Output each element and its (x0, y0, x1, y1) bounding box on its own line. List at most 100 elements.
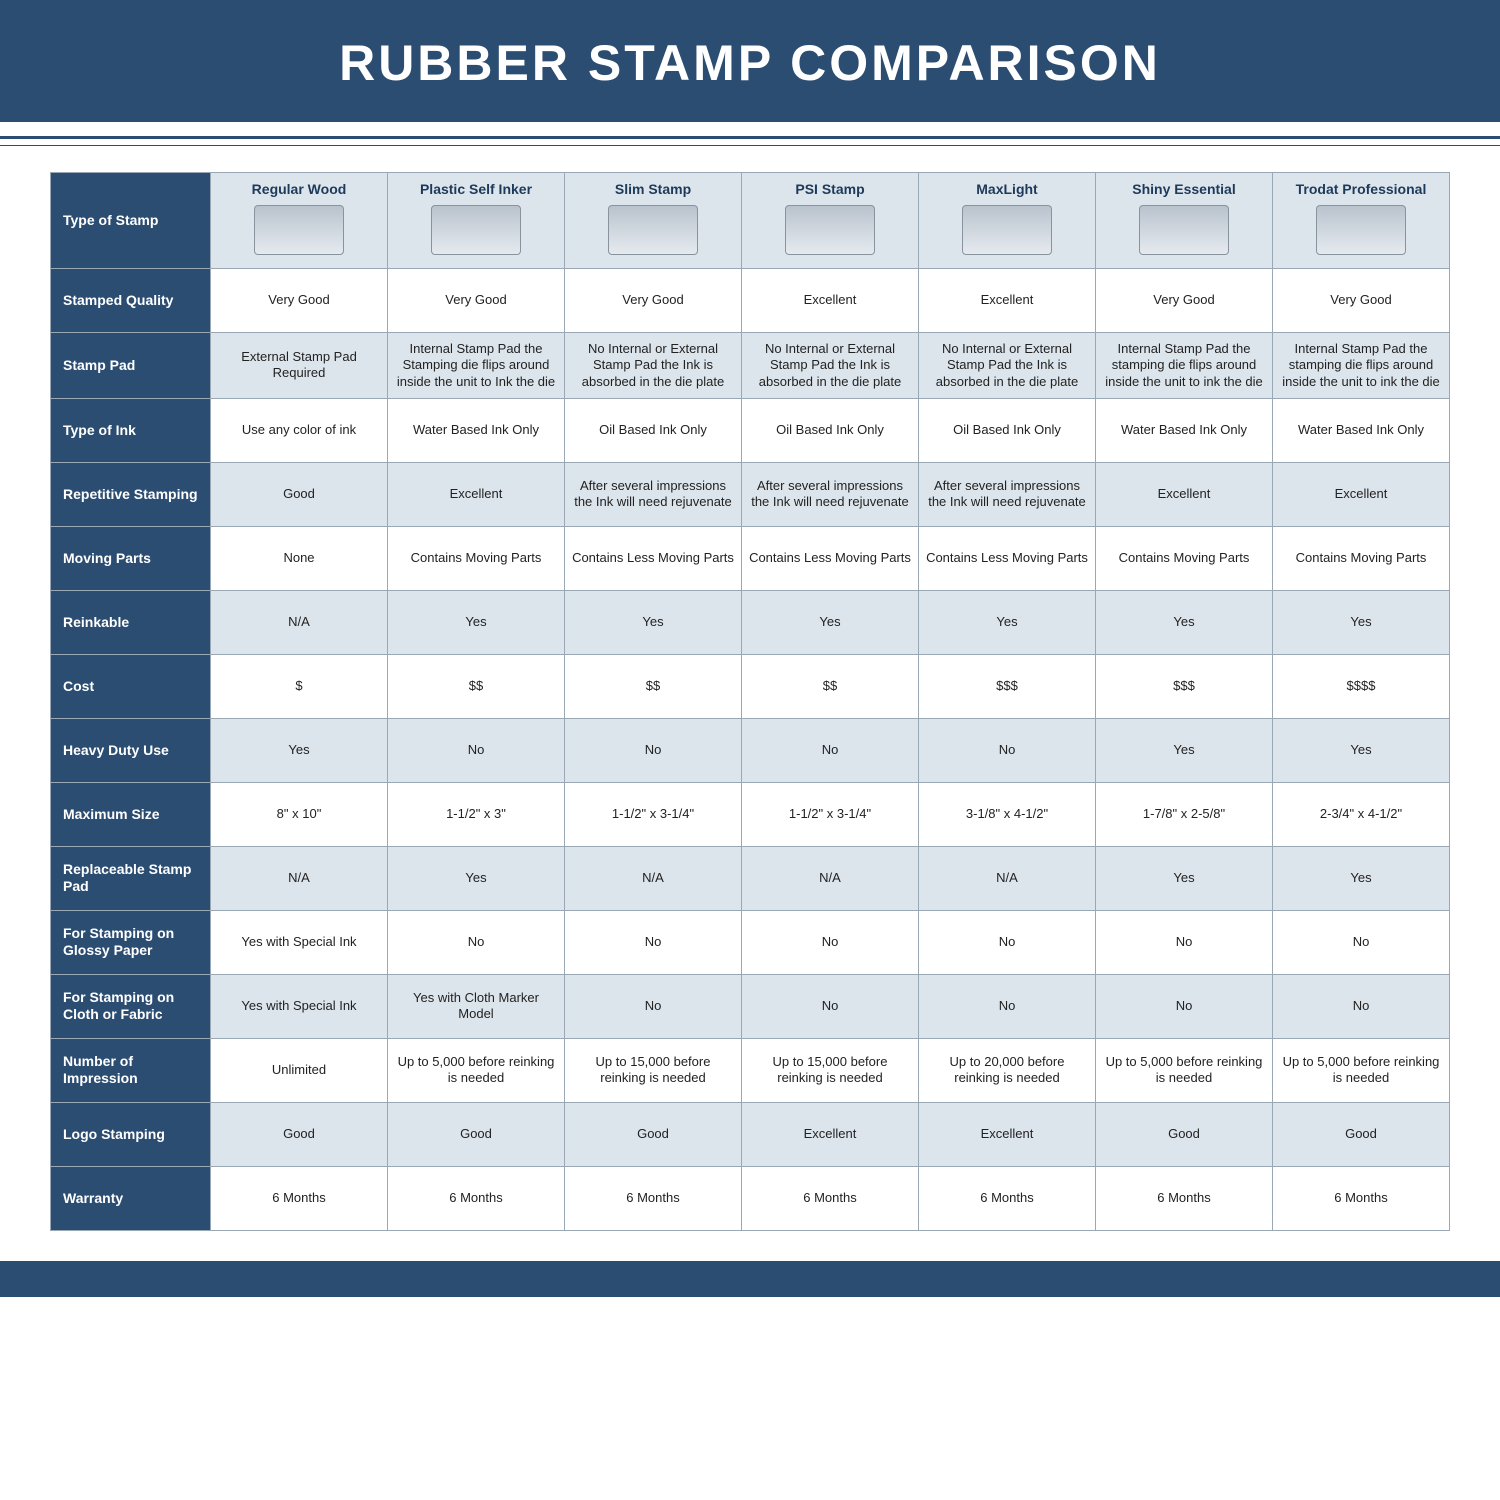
stamp-thumbnail-icon (1316, 205, 1406, 255)
column-header: Shiny Essential (1096, 173, 1273, 269)
table-cell: Very Good (565, 269, 742, 333)
table-row: Number of ImpressionUnlimitedUp to 5,000… (51, 1038, 1450, 1102)
row-header: Logo Stamping (51, 1102, 211, 1166)
table-cell: 6 Months (388, 1166, 565, 1230)
table-cell: Up to 15,000 before reinking is needed (742, 1038, 919, 1102)
table-cell: N/A (742, 846, 919, 910)
table-cell: Yes (388, 590, 565, 654)
row-header: For Stamping on Glossy Paper (51, 910, 211, 974)
table-row: Logo StampingGoodGoodGoodExcellentExcell… (51, 1102, 1450, 1166)
table-cell: Unlimited (211, 1038, 388, 1102)
table-cell: Excellent (919, 269, 1096, 333)
column-header-label: PSI Stamp (748, 181, 912, 199)
table-cell: Contains Less Moving Parts (742, 526, 919, 590)
table-cell: No (742, 910, 919, 974)
table-cell: Yes (1273, 590, 1450, 654)
table-cell: Very Good (211, 269, 388, 333)
table-row: Warranty6 Months6 Months6 Months6 Months… (51, 1166, 1450, 1230)
column-header-label: Shiny Essential (1102, 181, 1266, 199)
table-cell: Up to 5,000 before reinking is needed (388, 1038, 565, 1102)
table-cell: 1-1/2" x 3-1/4" (565, 782, 742, 846)
table-cell: No (565, 910, 742, 974)
table-cell: N/A (211, 590, 388, 654)
table-cell: Internal Stamp Pad the Stamping die flip… (388, 333, 565, 399)
stamp-thumbnail-icon (254, 205, 344, 255)
table-cell: Yes with Cloth Marker Model (388, 974, 565, 1038)
comparison-table: Type of Stamp Regular Wood Plastic Self I… (50, 172, 1450, 1231)
table-row: Cost$$$$$$$$$$$$$$$$$ (51, 654, 1450, 718)
table-cell: No (919, 718, 1096, 782)
table-row: Moving PartsNoneContains Moving PartsCon… (51, 526, 1450, 590)
table-cell: Very Good (388, 269, 565, 333)
corner-label: Type of Stamp (63, 212, 158, 228)
table-cell: External Stamp Pad Required (211, 333, 388, 399)
table-row: Heavy Duty UseYesNoNoNoNoYesYes (51, 718, 1450, 782)
table-cell: Water Based Ink Only (1273, 398, 1450, 462)
table-cell: 6 Months (565, 1166, 742, 1230)
stamp-thumbnail-icon (608, 205, 698, 255)
table-cell: $$ (565, 654, 742, 718)
table-cell: Yes (1096, 718, 1273, 782)
table-cell: Good (1273, 1102, 1450, 1166)
table-cell: Up to 15,000 before reinking is needed (565, 1038, 742, 1102)
table-cell: Very Good (1273, 269, 1450, 333)
table-cell: Contains Moving Parts (1096, 526, 1273, 590)
row-header: Type of Ink (51, 398, 211, 462)
column-header-label: Regular Wood (217, 181, 381, 199)
table-cell: 6 Months (1096, 1166, 1273, 1230)
row-header: Reinkable (51, 590, 211, 654)
table-cell: Yes (1096, 846, 1273, 910)
table-cell: Up to 20,000 before reinking is needed (919, 1038, 1096, 1102)
table-cell: Good (388, 1102, 565, 1166)
table-cell: No (1096, 910, 1273, 974)
table-row: For Stamping on Glossy PaperYes with Spe… (51, 910, 1450, 974)
table-cell: No (919, 974, 1096, 1038)
row-header: Number of Impression (51, 1038, 211, 1102)
table-cell: Contains Less Moving Parts (919, 526, 1096, 590)
column-header: PSI Stamp (742, 173, 919, 269)
table-cell: $$$ (919, 654, 1096, 718)
table-cell: $$$$ (1273, 654, 1450, 718)
table-cell: Yes (1096, 590, 1273, 654)
table-cell: 8" x 10" (211, 782, 388, 846)
table-row: Maximum Size8" x 10"1-1/2" x 3"1-1/2" x … (51, 782, 1450, 846)
table-cell: Use any color of ink (211, 398, 388, 462)
table-cell: Contains Moving Parts (1273, 526, 1450, 590)
footer-bar (0, 1261, 1500, 1297)
table-cell: 1-7/8" x 2-5/8" (1096, 782, 1273, 846)
table-cell: No Internal or External Stamp Pad the In… (919, 333, 1096, 399)
table-cell: 6 Months (1273, 1166, 1450, 1230)
table-row: Type of InkUse any color of inkWater Bas… (51, 398, 1450, 462)
table-row: Replaceable Stamp PadN/AYesN/AN/AN/AYesY… (51, 846, 1450, 910)
table-cell: N/A (565, 846, 742, 910)
table-row: Stamped QualityVery GoodVery GoodVery Go… (51, 269, 1450, 333)
column-header: Plastic Self Inker (388, 173, 565, 269)
table-cell: Up to 5,000 before reinking is needed (1273, 1038, 1450, 1102)
table-cell: Water Based Ink Only (388, 398, 565, 462)
table-cell: Yes (1273, 718, 1450, 782)
table-cell: Water Based Ink Only (1096, 398, 1273, 462)
column-header: MaxLight (919, 173, 1096, 269)
table-row: ReinkableN/AYesYesYesYesYesYes (51, 590, 1450, 654)
table-cell: Excellent (742, 1102, 919, 1166)
table-cell: Excellent (388, 462, 565, 526)
table-cell: Up to 5,000 before reinking is needed (1096, 1038, 1273, 1102)
row-header: Moving Parts (51, 526, 211, 590)
table-cell: Good (211, 1102, 388, 1166)
column-header-label: Trodat Professional (1279, 181, 1443, 199)
table-cell: N/A (211, 846, 388, 910)
column-header: Trodat Professional (1273, 173, 1450, 269)
table-cell: Internal Stamp Pad the stamping die flip… (1273, 333, 1450, 399)
table-cell: Excellent (1096, 462, 1273, 526)
stamp-thumbnail-icon (785, 205, 875, 255)
column-header-label: MaxLight (925, 181, 1089, 199)
table-cell: Very Good (1096, 269, 1273, 333)
table-cell: 6 Months (211, 1166, 388, 1230)
table-cell: $$ (388, 654, 565, 718)
table-cell: Good (1096, 1102, 1273, 1166)
table-cell: No (388, 910, 565, 974)
table-cell: No Internal or External Stamp Pad the In… (565, 333, 742, 399)
stamp-thumbnail-icon (1139, 205, 1229, 255)
table-cell: Yes with Special Ink (211, 910, 388, 974)
table-cell: Internal Stamp Pad the stamping die flip… (1096, 333, 1273, 399)
